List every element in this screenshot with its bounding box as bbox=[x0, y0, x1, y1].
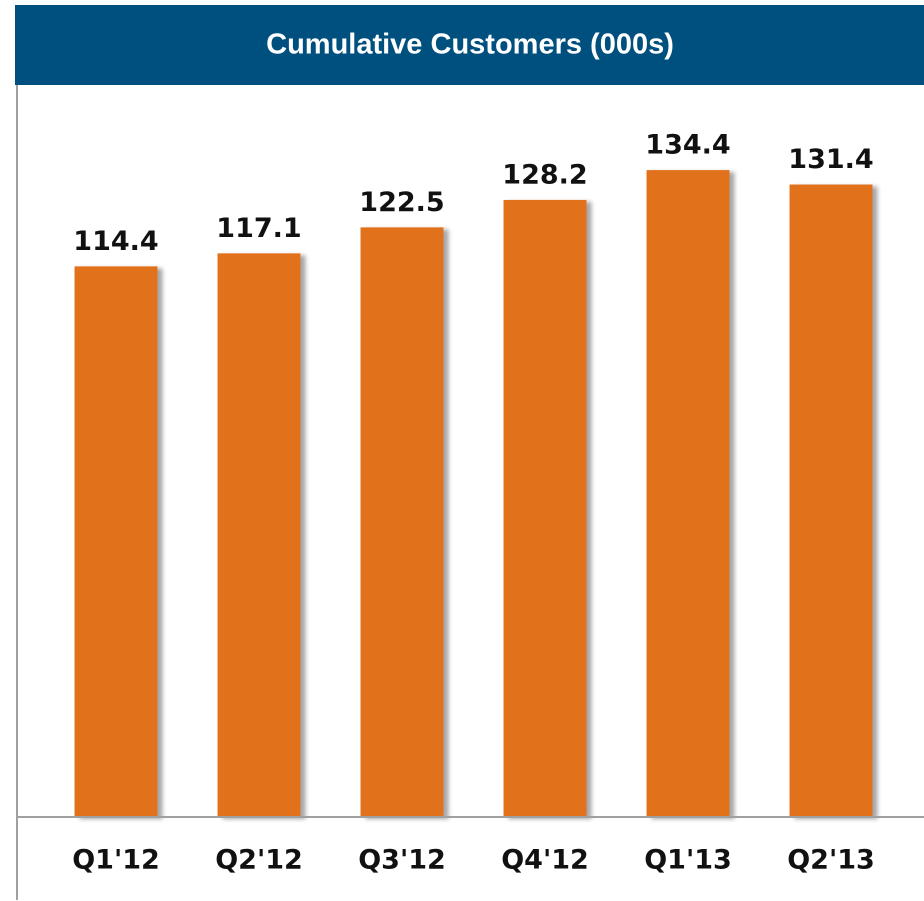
data-label: 128.2 bbox=[502, 159, 587, 190]
x-tick-label: Q2'13 bbox=[787, 845, 875, 876]
data-label: 122.5 bbox=[359, 187, 444, 218]
title-banner bbox=[15, 5, 924, 85]
bar bbox=[503, 199, 587, 817]
data-label: 114.4 bbox=[73, 226, 158, 257]
x-tick-label: Q3'12 bbox=[358, 845, 446, 876]
chart-title: Cumulative Customers (000s) bbox=[266, 29, 674, 61]
bar bbox=[74, 266, 158, 817]
bar bbox=[360, 227, 444, 817]
x-tick-label: Q4'12 bbox=[501, 845, 589, 876]
data-label: 131.4 bbox=[788, 144, 873, 175]
bar bbox=[217, 253, 301, 818]
plot-area: Q1'12 114.4 Q2'12 117.1 Q3'12 122.5 Q4'12 128.2… bbox=[72, 130, 875, 876]
x-tick-label: Q2'12 bbox=[215, 845, 303, 876]
bar bbox=[646, 170, 730, 817]
x-tick-label: Q1'13 bbox=[644, 845, 732, 876]
bar bbox=[789, 184, 873, 817]
data-label: 134.4 bbox=[645, 130, 730, 161]
data-label: 117.1 bbox=[216, 213, 301, 244]
x-tick-label: Q1'12 bbox=[72, 845, 160, 876]
